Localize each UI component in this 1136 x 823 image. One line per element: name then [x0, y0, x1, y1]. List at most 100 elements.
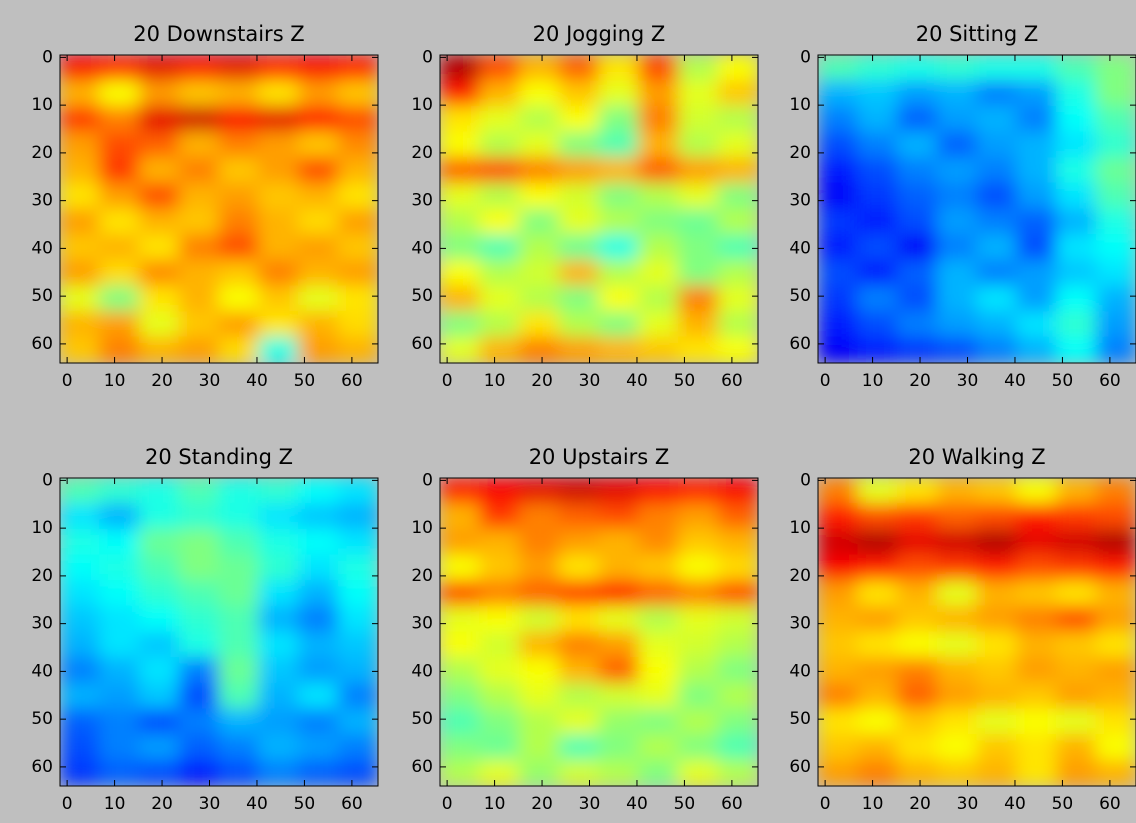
- heatmap-cell: [440, 478, 481, 505]
- heatmap-cell: [479, 503, 520, 530]
- heatmap-cell: [678, 80, 719, 107]
- heatmap-cell: [298, 157, 339, 184]
- heatmap-cell: [178, 285, 220, 313]
- heatmap-cell: [976, 682, 1018, 710]
- heatmap-cell: [678, 157, 719, 184]
- heatmap-cell: [519, 182, 560, 210]
- heatmap-cell: [519, 259, 560, 287]
- heatmap-cell: [976, 285, 1018, 313]
- heatmap-cell: [1095, 657, 1136, 684]
- heatmap-cell: [139, 311, 180, 338]
- heatmap-cell: [218, 759, 260, 786]
- heatmap-cell: [717, 182, 758, 210]
- heatmap-cell: [178, 478, 220, 505]
- heatmap-cell: [857, 336, 898, 363]
- heatmap-cell: [99, 208, 140, 236]
- heatmap-cell: [1095, 734, 1136, 761]
- heatmap-cell: [1016, 554, 1057, 582]
- heatmap-cell: [178, 528, 220, 556]
- heatmap-cell: [178, 734, 220, 761]
- heatmap-cell: [519, 55, 560, 82]
- heatmap-cell: [857, 131, 898, 159]
- heatmap-cell: [99, 311, 140, 338]
- heatmap-cell: [1095, 759, 1136, 786]
- heatmap-cell: [218, 657, 260, 684]
- heatmap-cell: [298, 80, 339, 107]
- heatmap-cell: [218, 580, 260, 607]
- heatmap-cell: [139, 157, 180, 184]
- heatmap-cell: [1095, 259, 1136, 287]
- heatmap-cell: [857, 259, 898, 287]
- heatmap-cell: [479, 336, 520, 363]
- heatmap-cell: [298, 131, 339, 159]
- heatmap-cell: [857, 708, 898, 736]
- heatmap-cell: [440, 554, 481, 582]
- heatmap-cell: [1095, 157, 1136, 184]
- heatmap-cell: [638, 157, 679, 184]
- heatmap-cell: [638, 208, 679, 236]
- heatmap-cell: [479, 234, 520, 261]
- heatmap-cell: [1016, 234, 1057, 261]
- heatmap-cell: [60, 182, 101, 210]
- heatmap-cell: [857, 105, 898, 133]
- heatmap-cell: [60, 708, 101, 736]
- heatmap-cell: [1016, 311, 1057, 338]
- heatmap-cell: [258, 336, 299, 363]
- heatmap-image: [440, 55, 758, 363]
- heatmap-cell: [60, 631, 101, 659]
- heatmap-cell: [936, 285, 978, 313]
- heatmap-cell: [976, 80, 1018, 107]
- heatmap-cell: [717, 682, 758, 710]
- y-tick-label: 60: [31, 757, 53, 777]
- heatmap-cell: [519, 605, 560, 633]
- heatmap-cell: [139, 528, 180, 556]
- heatmap-cell: [717, 631, 758, 659]
- heatmap-cell: [1056, 285, 1097, 313]
- heatmap-cell: [178, 131, 220, 159]
- heatmap-cell: [717, 580, 758, 607]
- heatmap-cell: [897, 657, 938, 684]
- heatmap-cell: [897, 285, 938, 313]
- heatmap-cell: [976, 182, 1018, 210]
- heatmap-cell: [298, 605, 339, 633]
- heatmap-cell: [1016, 708, 1057, 736]
- heatmap-cell: [818, 682, 859, 710]
- heatmap-cell: [337, 208, 378, 236]
- x-tick-label: 40: [1004, 371, 1026, 391]
- heatmap-cell: [598, 657, 640, 684]
- x-tick-label: 20: [909, 794, 931, 814]
- heatmap-cell: [99, 657, 140, 684]
- y-tick-label: 30: [411, 614, 433, 634]
- heatmap-cell: [558, 105, 600, 133]
- heatmap-cell: [678, 105, 719, 133]
- heatmap-cell: [678, 631, 719, 659]
- heatmap-cell: [976, 157, 1018, 184]
- axes-frame: [439, 54, 759, 364]
- heatmap-cell: [218, 503, 260, 530]
- heatmap-cell: [558, 682, 600, 710]
- heatmap-cell: [936, 528, 978, 556]
- heatmap-cell: [678, 682, 719, 710]
- heatmap-cell: [717, 478, 758, 505]
- heatmap-cell: [337, 734, 378, 761]
- heatmap-cell: [139, 580, 180, 607]
- heatmap-cell: [936, 478, 978, 505]
- heatmap-cell: [857, 80, 898, 107]
- heatmap-cell: [897, 503, 938, 530]
- heatmap-cell: [1095, 105, 1136, 133]
- chart-title: 20 Downstairs Z: [133, 22, 304, 46]
- heatmap-cell: [440, 708, 481, 736]
- heatmap-cell: [519, 759, 560, 786]
- heatmap-cell: [258, 182, 299, 210]
- heatmap-cell: [139, 208, 180, 236]
- heatmap-cell: [519, 234, 560, 261]
- heatmap-cell: [717, 708, 758, 736]
- heatmap-cell: [218, 708, 260, 736]
- heatmap-cell: [638, 734, 679, 761]
- heatmap-cell: [558, 708, 600, 736]
- heatmap-cell: [298, 208, 339, 236]
- heatmap-cell: [818, 708, 859, 736]
- heatmap-cell: [479, 80, 520, 107]
- heatmap-cell: [519, 336, 560, 363]
- heatmap-cell: [936, 682, 978, 710]
